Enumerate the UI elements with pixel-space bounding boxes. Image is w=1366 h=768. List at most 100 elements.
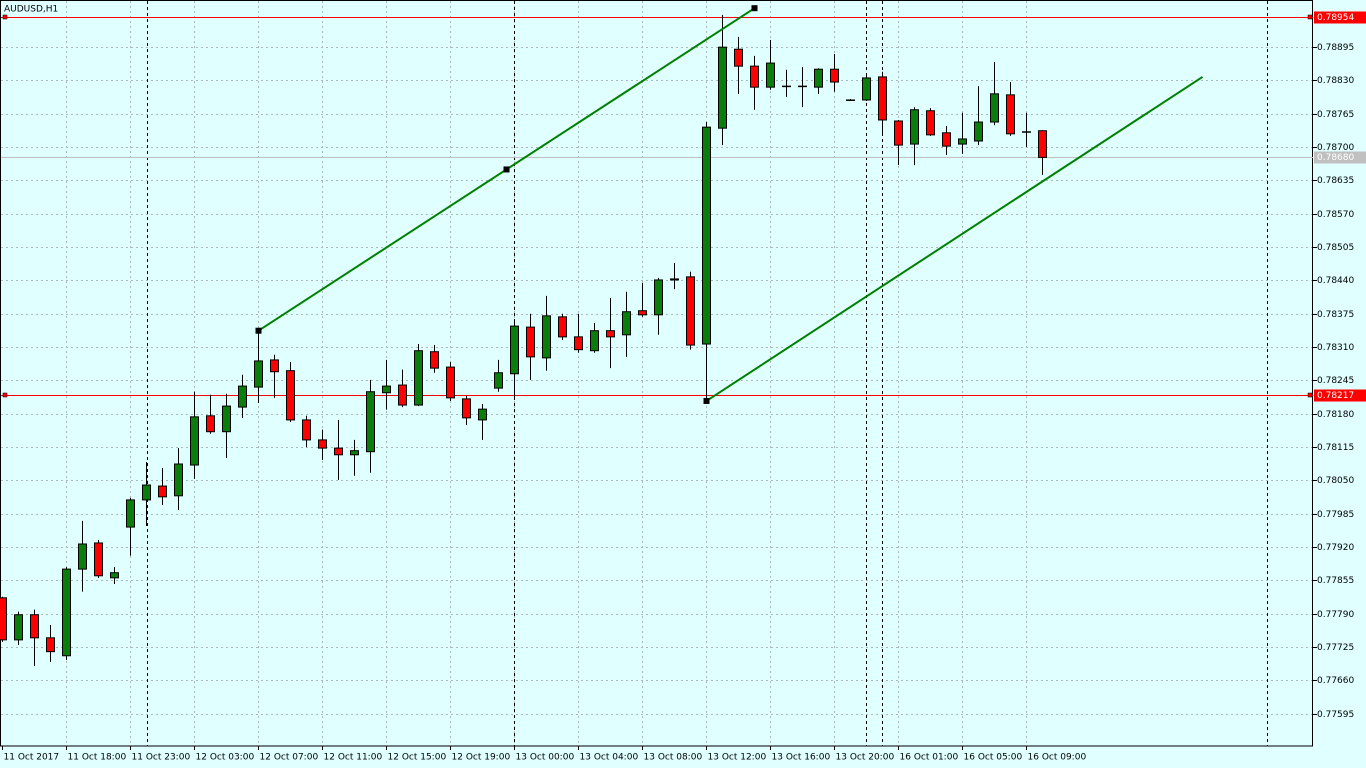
trendline [705, 76, 1204, 402]
candle-body [190, 416, 199, 466]
y-tick-label: 0.78115 [1317, 443, 1354, 453]
y-tick-label: 0.78505 [1317, 243, 1354, 253]
candle-body [574, 336, 583, 351]
candle-body [910, 109, 919, 145]
candle-body [302, 419, 311, 441]
y-tick-label: 0.78310 [1317, 343, 1354, 353]
candle-body [686, 276, 695, 346]
candle-body [62, 568, 71, 657]
y-tick-label: 0.78180 [1317, 410, 1354, 420]
candle-body [718, 46, 727, 129]
candle-body [958, 138, 967, 145]
x-tick-label: 12 Oct 19:00 [452, 753, 511, 763]
level-marker [1307, 14, 1313, 20]
candle-body [158, 485, 167, 498]
candle-body [974, 121, 983, 142]
candle-body [78, 543, 87, 570]
y-tick-label: 0.77725 [1317, 643, 1354, 653]
candle-body [526, 326, 535, 358]
candle-body [254, 360, 263, 388]
candle-body [222, 405, 231, 433]
level-marker [2, 14, 8, 20]
level-label-box [1314, 151, 1366, 164]
candle-body [1038, 130, 1047, 158]
candle-body [494, 372, 503, 389]
candle-body [782, 85, 791, 88]
x-tick-label: 16 Oct 09:00 [1028, 753, 1087, 763]
x-tick-label: 16 Oct 05:00 [964, 753, 1023, 763]
y-tick-label: 0.78830 [1317, 76, 1354, 86]
candle-body [702, 126, 711, 345]
x-tick-label: 12 Oct 15:00 [388, 753, 447, 763]
candle-body [286, 370, 295, 421]
candle-body [638, 310, 647, 316]
candle-body [318, 439, 327, 449]
candle-body [430, 351, 439, 369]
candle-body [414, 350, 423, 406]
level-label: 0.78954 [1317, 13, 1354, 23]
x-tick-label: 13 Oct 20:00 [836, 753, 895, 763]
y-tick-label: 0.78245 [1317, 376, 1354, 386]
candle-body [46, 637, 55, 653]
candle-body [990, 93, 999, 123]
x-tick-label: 13 Oct 16:00 [772, 753, 831, 763]
x-tick-label: 13 Oct 12:00 [708, 753, 767, 763]
chart-title: AUDUSD,H1 [4, 5, 58, 15]
candle-body [846, 99, 855, 101]
y-tick-label: 0.78050 [1317, 476, 1354, 486]
y-tick-label: 0.78700 [1317, 143, 1354, 153]
candle-body [0, 597, 7, 641]
y-tick-label: 0.78570 [1317, 210, 1354, 220]
x-tick-label: 16 Oct 01:00 [900, 753, 959, 763]
candle-body [446, 366, 455, 399]
candle-body [366, 391, 375, 453]
y-tick-label: 0.78440 [1317, 276, 1354, 286]
candle-body [206, 415, 215, 433]
y-tick-label: 0.77660 [1317, 676, 1354, 686]
x-tick-label: 12 Oct 03:00 [196, 753, 255, 763]
y-tick-label: 0.78375 [1317, 310, 1354, 320]
y-tick-label: 0.77855 [1317, 576, 1354, 586]
x-tick-label: 12 Oct 07:00 [260, 753, 319, 763]
candle-body [670, 278, 679, 281]
y-tick-label: 0.77595 [1317, 710, 1354, 720]
candle-body [734, 48, 743, 67]
level-label-box [1314, 389, 1366, 402]
candle-body [606, 330, 615, 338]
candle-body [1022, 131, 1031, 133]
x-tick-label: 11 Oct 23:00 [132, 753, 191, 763]
candle-body [590, 330, 599, 352]
x-tick-label: 13 Oct 04:00 [580, 753, 639, 763]
level-label: 0.78217 [1317, 391, 1354, 401]
candle-body [142, 484, 151, 501]
candle-body [654, 279, 663, 316]
candle-body [558, 316, 567, 338]
x-tick-label: 13 Oct 08:00 [644, 753, 703, 763]
candle-body [622, 311, 631, 336]
y-tick-label: 0.77985 [1317, 510, 1354, 520]
x-tick-label: 11 Oct 18:00 [68, 753, 127, 763]
trendline-anchor [751, 5, 758, 12]
level-label: 0.78680 [1317, 153, 1354, 163]
candle-body [382, 385, 391, 394]
level-marker [2, 392, 8, 398]
candle-body [766, 62, 775, 88]
candle-body [830, 68, 839, 83]
candle-body [238, 385, 247, 408]
candle-body [478, 408, 487, 421]
candle-body [462, 398, 471, 419]
candle-body [14, 614, 23, 641]
trendline-anchor [255, 327, 262, 334]
trendline-anchor [503, 166, 510, 173]
y-tick-label: 0.78635 [1317, 176, 1354, 186]
x-tick-label: 11 Oct 2017 [4, 753, 60, 763]
candle-body [126, 499, 135, 528]
x-tick-label: 12 Oct 11:00 [324, 753, 383, 763]
candle-body [350, 450, 359, 456]
candle-body [398, 384, 407, 406]
candle-body [174, 463, 183, 497]
candle-body [510, 325, 519, 375]
candle-body [862, 77, 871, 101]
